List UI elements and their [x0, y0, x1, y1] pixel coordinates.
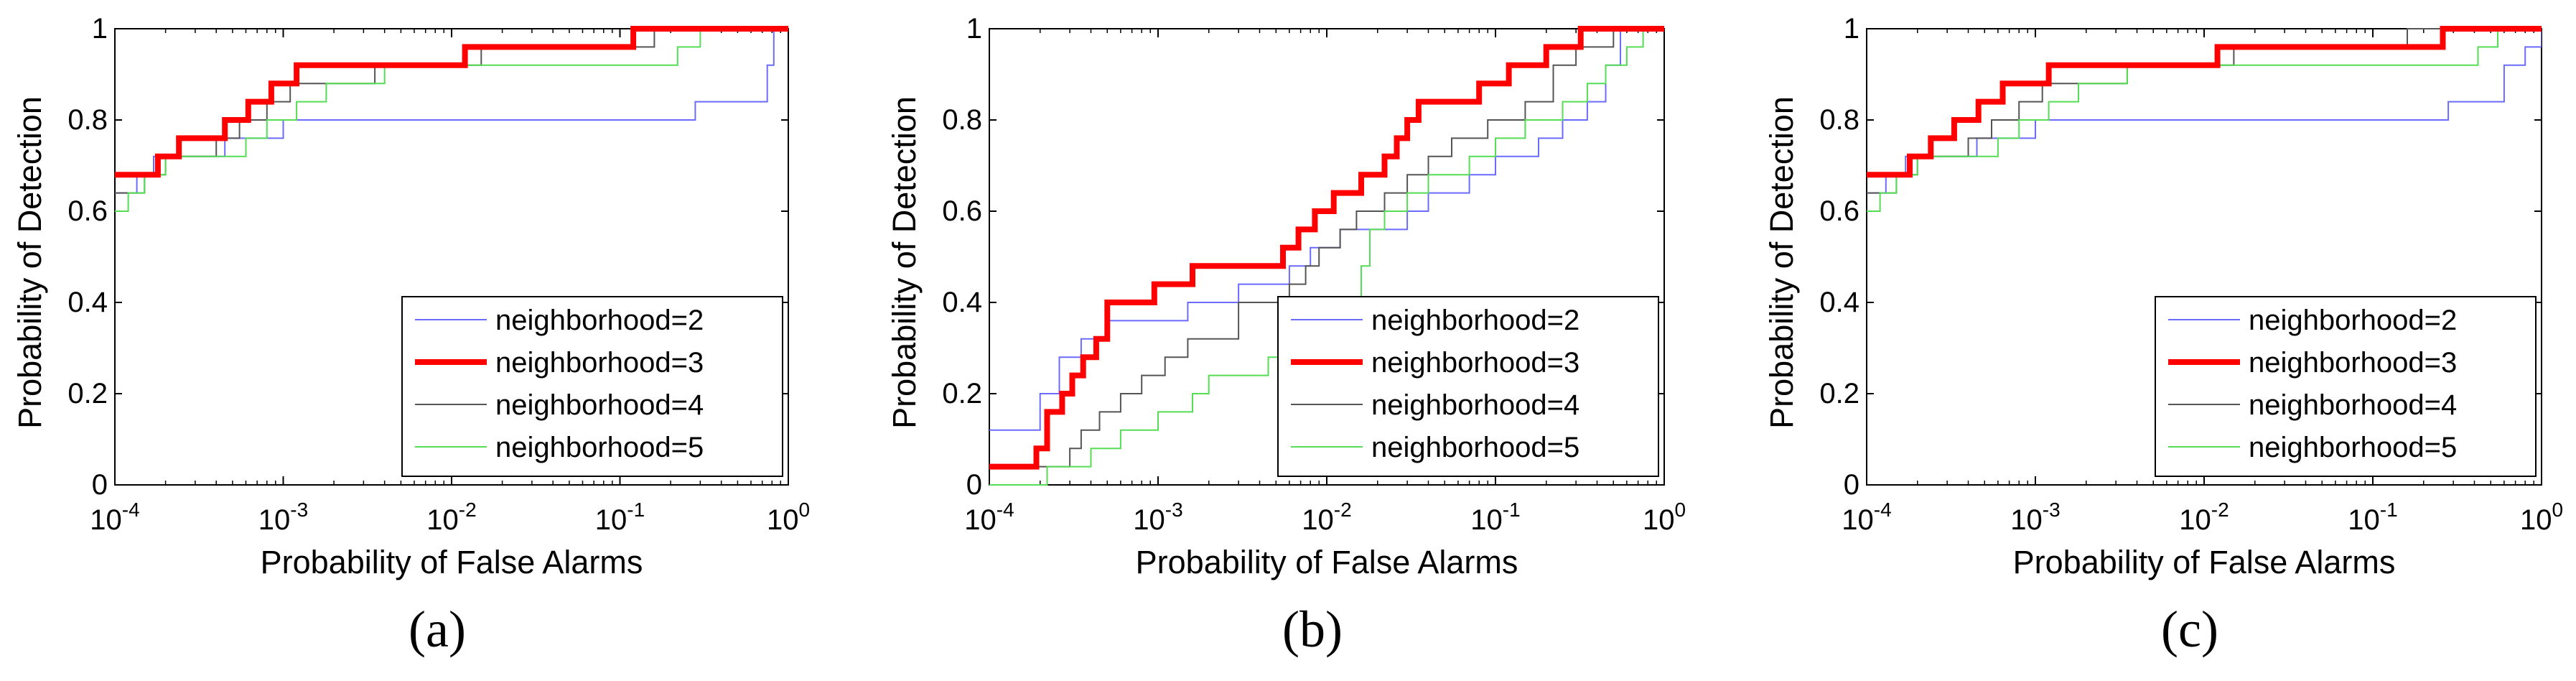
y-axis-label: Probability of Detection: [886, 96, 923, 429]
legend-label: neighborhood=3: [1371, 347, 1579, 379]
legend-label: neighborhood=2: [2249, 305, 2457, 336]
x-tick-label: 10-2: [1302, 499, 1351, 536]
x-tick-label: 10-4: [964, 499, 1014, 536]
y-tick-label: 0.4: [1819, 287, 1859, 318]
x-tick-label: 10-3: [258, 499, 308, 536]
y-tick-label: 0.6: [1819, 195, 1859, 227]
chart-panel-2: 0 0.2 0.4 0.6 0.8 1 10-4 10-3 10-2 10-1 100 Probabi…: [886, 13, 1686, 658]
legend-label: neighborhood=3: [2249, 347, 2457, 379]
panel-label: (a): [409, 601, 466, 658]
x-tick-label: 10-2: [426, 499, 476, 536]
x-tick-label: 10-1: [595, 499, 645, 536]
x-tick-label: 10-1: [2348, 499, 2397, 536]
x-tick-label: 10-3: [2010, 499, 2060, 536]
y-tick-label: 0: [966, 469, 982, 501]
legend: neighborhood=2 neighborhood=3 neighborhood…: [1277, 296, 1659, 477]
series-line-neighborhood-3: [1867, 26, 2542, 178]
x-tick-label: 10-4: [1842, 499, 1891, 536]
legend-label: neighborhood=3: [495, 347, 704, 379]
y-axis-label: Probability of Detection: [1763, 96, 1800, 429]
series-line-neighborhood-3: [989, 26, 1664, 470]
chart-panel-3: 0 0.2 0.4 0.6 0.8 1 10-4 10-3 10-2 10-1 100 Probabi…: [1763, 13, 2563, 658]
legend-label: neighborhood=4: [495, 389, 704, 421]
x-tick-label: 100: [2520, 499, 2563, 536]
x-tick-label: 100: [767, 499, 810, 536]
series-line-neighborhood-3: [115, 26, 788, 178]
series-line-neighborhood-5: [989, 28, 1664, 486]
y-tick-label: 0.8: [942, 104, 982, 136]
x-tick-label: 10-4: [90, 499, 139, 536]
y-tick-label: 0.6: [942, 195, 982, 227]
x-tick-label: 100: [1643, 499, 1686, 536]
legend-label: neighborhood=5: [1371, 432, 1579, 463]
y-tick-label: 1: [1844, 13, 1859, 45]
y-tick-label: 0: [1844, 469, 1859, 501]
y-tick-label: 0.8: [67, 104, 108, 136]
legend-label: neighborhood=2: [495, 305, 704, 336]
legend-label: neighborhood=4: [2249, 389, 2457, 421]
legend-label: neighborhood=4: [1371, 389, 1579, 421]
legend: neighborhood=2 neighborhood=3 neighborhood…: [2155, 296, 2537, 477]
legend-label: neighborhood=2: [1371, 305, 1579, 336]
y-tick-label: 0.4: [67, 287, 108, 318]
series-line-neighborhood-2: [1867, 29, 2542, 194]
x-axis-label: Probability of False Alarms: [1136, 544, 1518, 580]
series-line-neighborhood-4: [989, 28, 1664, 468]
y-tick-label: 0.6: [67, 195, 108, 227]
x-tick-label: 10-1: [1470, 499, 1520, 536]
y-tick-label: 0.4: [942, 287, 982, 318]
y-tick-label: 0: [92, 469, 108, 501]
y-tick-label: 1: [966, 13, 982, 45]
x-tick-label: 10-2: [2179, 499, 2229, 536]
x-tick-label: 10-3: [1133, 499, 1182, 536]
y-tick-label: 0.8: [1819, 104, 1859, 136]
y-tick-label: 0.2: [67, 378, 108, 409]
panel-label: (c): [2161, 601, 2218, 658]
y-axis-label: Probability of Detection: [11, 96, 48, 429]
series-line-neighborhood-2: [115, 28, 788, 194]
legend-label: neighborhood=5: [2249, 432, 2457, 463]
y-tick-label: 0.2: [1819, 378, 1859, 409]
x-axis-label: Probability of False Alarms: [261, 544, 643, 580]
x-axis-label: Probability of False Alarms: [2013, 544, 2396, 580]
chart-panel-1: 0 0.2 0.4 0.6 0.8 1 10-4 10-3 10-2 10-1 100 Probabi…: [11, 13, 810, 658]
legend: neighborhood=2 neighborhood=3 neighborhood…: [401, 296, 783, 477]
y-tick-label: 1: [92, 13, 108, 45]
y-tick-label: 0.2: [942, 378, 982, 409]
legend-label: neighborhood=5: [495, 432, 704, 463]
panel-label: (b): [1282, 601, 1343, 658]
